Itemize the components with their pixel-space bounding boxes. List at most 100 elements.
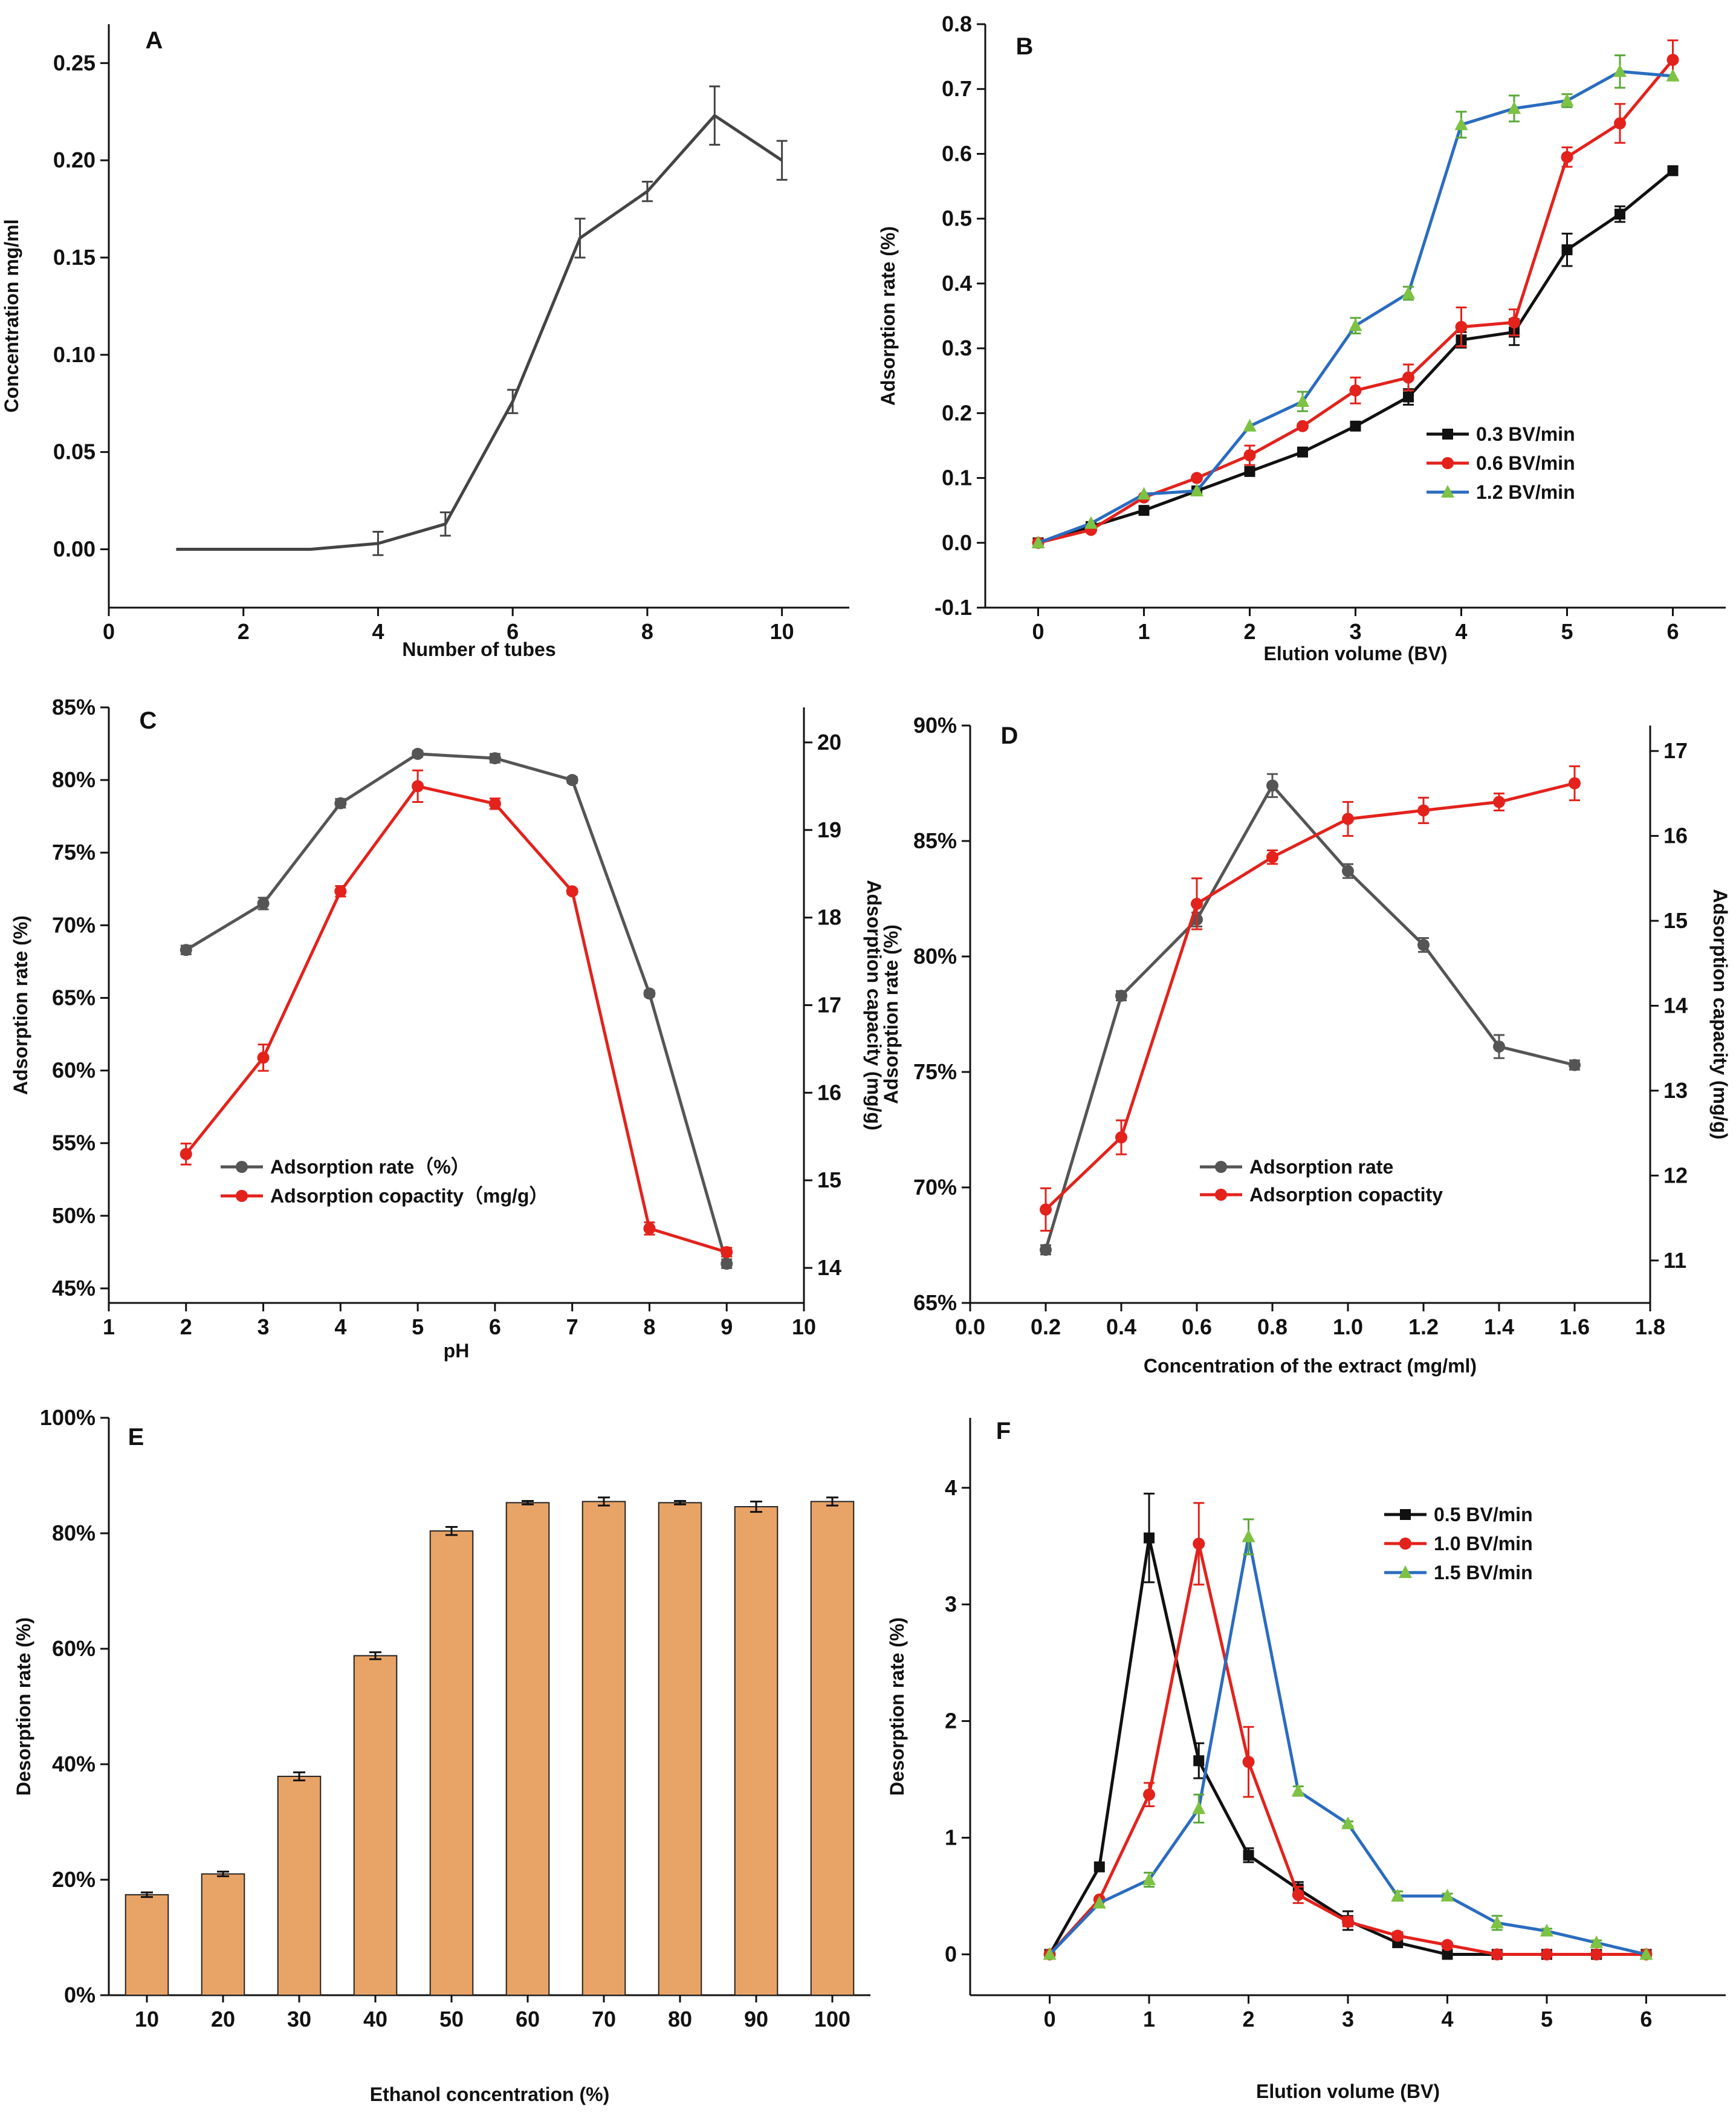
x-tick-label: 60 — [516, 2007, 540, 2031]
data-point — [1193, 1538, 1205, 1550]
x-tick-label: 30 — [287, 2007, 311, 2031]
y-tick-label: 0.0 — [942, 530, 972, 555]
y-tick-label: 70% — [52, 912, 96, 937]
legend-label: Adsorption copactity — [1249, 1184, 1443, 1206]
data-point — [1242, 1529, 1255, 1542]
data-point — [1031, 535, 1045, 548]
x-tick-label: 1 — [103, 1314, 115, 1339]
data-point — [1639, 1947, 1653, 1960]
series-line — [1037, 59, 1674, 545]
y-tick-label: 0.20 — [53, 148, 96, 172]
legend: Adsorption rate Adsorption copactity — [1200, 1156, 1443, 1206]
y-right-tick-label: 14 — [817, 1255, 841, 1280]
data-point — [1391, 1889, 1405, 1902]
series-2 — [1031, 54, 1680, 548]
legend-marker — [1215, 1161, 1227, 1173]
x-tick-label: 4 — [1441, 2007, 1453, 2031]
panel-letter: C — [140, 707, 157, 734]
data-point — [1561, 244, 1573, 256]
y-right-tick-label: 11 — [1663, 1248, 1686, 1273]
data-point — [721, 1245, 733, 1258]
panel-letter: F — [996, 1418, 1011, 1444]
y-tick-label: 3 — [945, 1592, 957, 1617]
x-tick-label: 6 — [1640, 2007, 1652, 2031]
data-point — [412, 747, 424, 760]
bar — [810, 1501, 855, 1996]
data-point — [1191, 897, 1203, 910]
legend-marker — [1400, 1509, 1411, 1520]
series-line — [185, 752, 728, 1264]
panel-letter: E — [128, 1424, 144, 1450]
data-point — [721, 1258, 733, 1270]
data-point — [566, 885, 578, 898]
x-tick-label: 1 — [1143, 2007, 1155, 2031]
y-tick-label: 20% — [52, 1867, 96, 1892]
data-point — [1092, 1895, 1106, 1909]
panel-letter: B — [1016, 33, 1034, 60]
x-axis-title: Elution volume (BV) — [1264, 643, 1448, 664]
data-point — [1040, 1203, 1052, 1216]
data-point — [1508, 101, 1521, 114]
data-point — [1342, 865, 1354, 877]
x-tick-label: 100 — [814, 2007, 850, 2031]
x-tick-label: 0.2 — [1031, 1314, 1061, 1339]
series-line — [176, 114, 783, 551]
data-point — [1144, 1532, 1155, 1544]
chart-panel-d: D Concentration of the extract (mg/ml) Ads… — [880, 713, 1731, 1377]
x-tick-label: 0 — [1032, 619, 1044, 644]
y-right-tick-label: 15 — [817, 1167, 841, 1192]
bar — [277, 1776, 322, 1996]
x-tick-label: 70 — [592, 2007, 616, 2031]
x-tick-label: 50 — [439, 2007, 464, 2031]
series-0 — [1040, 773, 1581, 1256]
data-point — [1342, 1915, 1354, 1928]
legend-label: Adsorption copactity（mg/g） — [270, 1185, 548, 1207]
x-tick-label: 0.6 — [1182, 1314, 1212, 1339]
chart-panel-b: B Elution volume (BV) Adsorption rate (%) -… — [877, 11, 1726, 664]
series-1 — [1043, 1502, 1653, 1961]
x-tick-label: 1.8 — [1635, 1314, 1665, 1339]
data-point — [257, 1051, 270, 1064]
x-axis-title: pH — [444, 1340, 470, 1362]
x-tick-label: 1.2 — [1408, 1314, 1439, 1339]
y-tick-label: 0.6 — [942, 141, 972, 166]
legend-marker — [1442, 429, 1453, 440]
legend: 0.3 BV/min 0.6 BV/min 1.2 BV/min — [1427, 423, 1575, 503]
y-tick-label: 65% — [913, 1290, 957, 1315]
data-point — [1243, 418, 1257, 432]
series-0 — [180, 747, 733, 1270]
data-point — [1540, 1948, 1553, 1961]
y-right-tick-label: 17 — [1663, 738, 1688, 763]
legend-label: 0.3 BV/min — [1476, 423, 1575, 445]
data-point — [1292, 1889, 1304, 1901]
data-point — [1115, 989, 1127, 1002]
y-right-tick-label: 17 — [817, 993, 841, 1018]
data-point — [1666, 53, 1679, 66]
y-tick-label: 0% — [64, 1982, 96, 2007]
legend: 0.5 BV/min 1.0 BV/min 1.5 BV/min — [1384, 1504, 1533, 1583]
y-tick-label: 45% — [52, 1276, 96, 1301]
x-tick-label: 20 — [211, 2007, 235, 2031]
data-point — [1242, 1756, 1255, 1768]
y-tick-label: 100% — [40, 1405, 96, 1430]
data-point — [1142, 1872, 1156, 1885]
series-line — [1037, 169, 1674, 545]
x-tick-label: 5 — [1541, 2007, 1553, 2031]
data-point — [1291, 1784, 1305, 1797]
y-tick-label: 0.2 — [942, 400, 972, 425]
x-tick-label: 0.0 — [955, 1314, 985, 1339]
y-axis-title: Desorption rate (%) — [886, 1617, 908, 1796]
panel-letter: A — [146, 27, 163, 54]
x-tick-label: 10 — [770, 619, 794, 644]
x-tick-label: 8 — [643, 1314, 655, 1339]
legend-marker — [1442, 457, 1454, 469]
x-tick-label: 4 — [372, 619, 384, 644]
y-tick-label: 80% — [913, 944, 957, 969]
legend-marker — [1441, 485, 1454, 498]
x-tick-label: 3 — [1349, 619, 1361, 644]
data-point — [1084, 516, 1098, 529]
x-tick-label: 4 — [334, 1314, 346, 1339]
data-point — [1296, 394, 1309, 408]
data-point — [1297, 420, 1309, 432]
data-point — [1137, 487, 1151, 500]
